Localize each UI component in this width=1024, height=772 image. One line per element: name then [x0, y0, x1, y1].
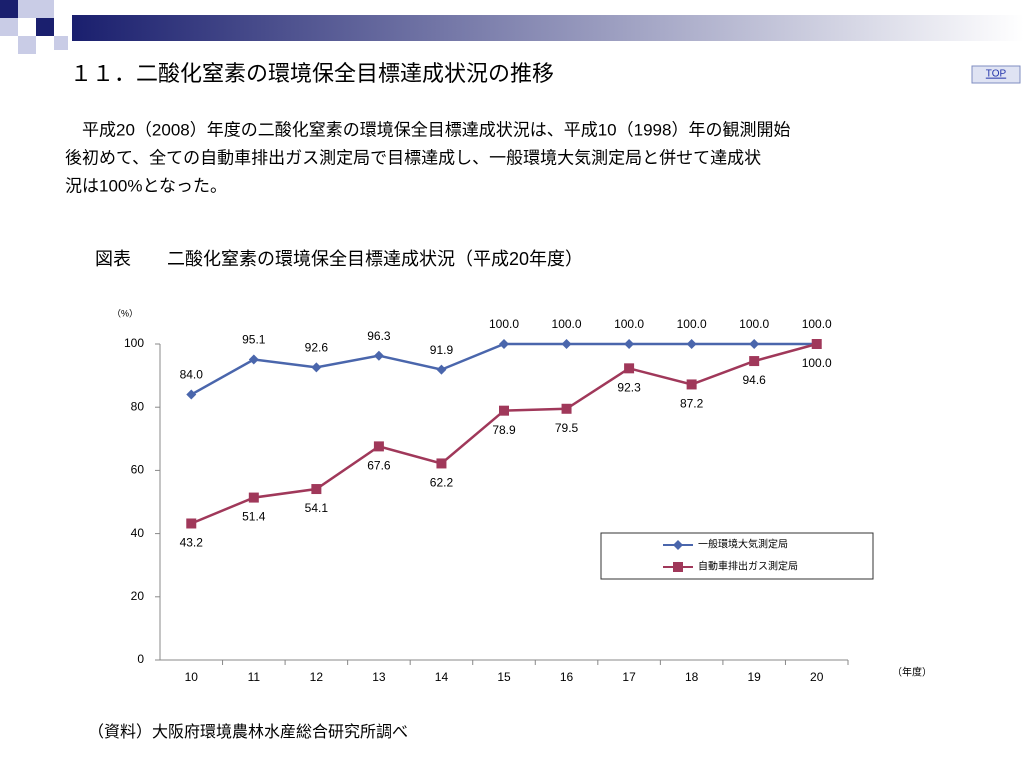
data-label: 100.0 [802, 317, 832, 331]
x-tick-label: 18 [685, 670, 699, 684]
x-tick-label: 14 [435, 670, 449, 684]
marker [561, 339, 572, 349]
data-label: 62.2 [430, 476, 454, 490]
data-label: 96.3 [367, 329, 391, 343]
marker [436, 364, 447, 375]
data-label: 100.0 [489, 317, 519, 331]
data-label: 100.0 [614, 317, 644, 331]
data-label: 95.1 [242, 333, 266, 347]
y-tick-label: 60 [131, 463, 145, 477]
marker [311, 362, 322, 373]
legend-label: 自動車排出ガス測定局 [698, 560, 798, 573]
marker [686, 339, 697, 349]
data-label: 100.0 [739, 317, 769, 331]
y-tick-label: 0 [137, 652, 144, 666]
paragraph-line: 況は100%となった。 [65, 176, 227, 195]
y-tick-label: 80 [131, 399, 145, 413]
top-button[interactable] [971, 65, 1021, 84]
x-tick-label: 15 [497, 670, 511, 684]
figure-caption: 図表 二酸化窒素の環境保全目標達成状況（平成20年度） [95, 249, 583, 269]
x-tick-label: 13 [372, 670, 386, 684]
x-tick-label: 19 [748, 670, 762, 684]
marker [686, 379, 697, 390]
marker [373, 350, 384, 361]
legend-label: 一般環境大気測定局 [698, 538, 788, 551]
y-unit: （%） [112, 308, 138, 318]
x-tick-label: 10 [185, 670, 199, 684]
series-line [190, 342, 817, 396]
top-link[interactable]: TOP [986, 69, 1007, 80]
slide-title: １１．二酸化窒素の環境保全目標達成状況の推移 [70, 61, 554, 86]
data-label: 51.4 [242, 510, 266, 524]
x-tick-label: 12 [310, 670, 324, 684]
x-tick-label: 16 [560, 670, 574, 684]
data-label: 67.6 [367, 459, 391, 473]
decoration [0, 0, 1024, 54]
data-label: 100.0 [677, 317, 707, 331]
data-label: 54.1 [305, 501, 329, 515]
paragraph-line: 後初めて、全ての自動車排出ガス測定局で目標達成し、一般環境大気測定局と併せて達成… [65, 148, 761, 167]
marker [311, 484, 322, 495]
marker [373, 441, 384, 452]
marker [624, 363, 635, 374]
data-label: 94.6 [743, 373, 767, 387]
data-label: 78.9 [492, 423, 516, 437]
marker [561, 403, 572, 414]
data-label: 91.9 [430, 343, 454, 357]
x-unit: （年度） [892, 666, 932, 679]
marker [749, 356, 760, 367]
data-label: 43.2 [180, 536, 204, 550]
data-label: 87.2 [680, 397, 704, 411]
paragraph-line: 平成20（2008）年度の二酸化窒素の環境保全目標達成状況は、平成10（1998… [65, 120, 790, 139]
marker [186, 389, 197, 400]
legend [600, 532, 874, 580]
x-tick-label: 11 [248, 670, 261, 684]
y-tick-label: 20 [131, 589, 145, 603]
data-label: 84.0 [180, 368, 204, 382]
marker [186, 518, 197, 529]
marker [436, 458, 447, 469]
data-label: 100.0 [802, 356, 832, 370]
data-label: 79.5 [555, 421, 579, 435]
x-tick-label: 17 [622, 670, 636, 684]
x-tick-label: 20 [810, 670, 824, 684]
y-tick-label: 100 [124, 336, 144, 350]
marker [248, 492, 259, 503]
data-label: 100.0 [552, 317, 582, 331]
y-tick-label: 40 [131, 526, 145, 540]
data-label: 92.6 [305, 341, 329, 355]
legend-marker [673, 540, 683, 550]
marker [749, 339, 760, 349]
source: （資料）大阪府環境農林水産総合研究所調べ [88, 722, 408, 741]
data-label: 92.3 [617, 381, 641, 395]
marker [248, 354, 259, 365]
marker [499, 405, 509, 416]
marker [499, 339, 509, 349]
legend-marker [673, 562, 683, 572]
marker [811, 339, 822, 349]
marker [624, 339, 635, 349]
